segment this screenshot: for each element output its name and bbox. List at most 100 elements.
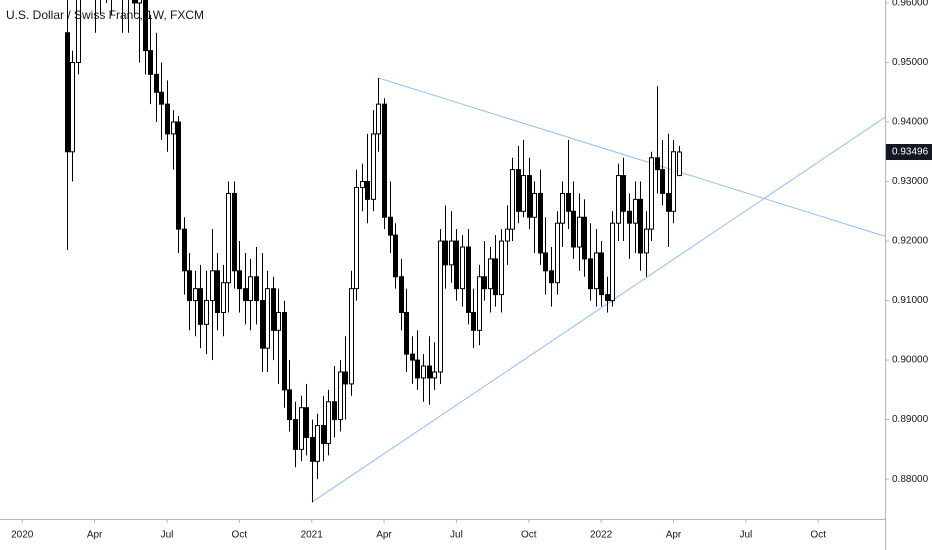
candle-body [571, 210, 576, 248]
candle-body [276, 311, 281, 331]
candle-body [582, 216, 587, 260]
candle-body [243, 288, 248, 302]
y-tick-label: 0.91000 [892, 295, 929, 306]
candle-body [382, 103, 387, 218]
candle-body [638, 198, 643, 254]
candle-body [671, 151, 676, 212]
candle-body [471, 311, 476, 331]
candle-body [599, 252, 604, 296]
y-tick-label: 0.90000 [892, 355, 929, 366]
candle-body [566, 192, 571, 212]
candle-body [432, 371, 437, 379]
x-tick-label: Oct [810, 530, 826, 541]
candle-body [538, 192, 543, 254]
candle-body [404, 311, 409, 355]
x-tick-label: Apr [87, 530, 103, 541]
candle-body [510, 169, 515, 230]
x-tick-label: Apr [376, 530, 392, 541]
candle-body [282, 311, 287, 391]
candle-body [198, 288, 203, 325]
candle-body [221, 282, 226, 313]
candle-body [393, 234, 398, 278]
candle-body [171, 121, 176, 135]
candle-body [427, 365, 432, 379]
candle-body [633, 198, 638, 224]
candle-body [516, 169, 521, 212]
candle-body [187, 270, 192, 302]
candle-body [248, 276, 253, 302]
candle-body [616, 175, 621, 224]
candle-body [543, 252, 548, 272]
x-tick-label: Oct [521, 530, 537, 541]
candle-body [360, 181, 365, 188]
last-price-box [886, 144, 932, 161]
candle-body [371, 133, 376, 200]
candle-body [343, 371, 348, 385]
candle-body [505, 228, 510, 242]
y-tick-label: 0.88000 [892, 474, 929, 485]
candle-body [649, 157, 654, 230]
y-tick-label: 0.89000 [892, 414, 929, 425]
trendline [311, 116, 885, 503]
candle-body [477, 276, 482, 331]
candle-body [65, 32, 70, 153]
candle-body [493, 258, 498, 296]
candle-body [310, 436, 315, 462]
candle-body [265, 288, 270, 349]
candle-body [176, 121, 181, 230]
candle-body [338, 371, 343, 421]
candle-body [215, 270, 220, 313]
candle-body [532, 192, 537, 218]
candle-body [627, 210, 632, 224]
candle-body [132, 0, 137, 4]
candle-body [315, 425, 320, 462]
candle-body [137, 0, 142, 4]
candle-body [182, 228, 187, 272]
candle-body [410, 353, 415, 361]
candle-body [499, 240, 504, 296]
candle-body [555, 222, 560, 284]
candle-body [293, 419, 298, 450]
candle-body [204, 300, 209, 325]
candle-body [610, 222, 615, 302]
x-tick-label: 2020 [11, 530, 34, 541]
candle-body [454, 240, 459, 290]
candle-body [666, 192, 671, 212]
candle-body [154, 73, 159, 93]
candle-body [299, 407, 304, 450]
candle-body [349, 288, 354, 385]
candle-body [70, 61, 75, 153]
x-tick-label: Jul [161, 530, 174, 541]
candle-body [549, 270, 554, 284]
candle-body [521, 175, 526, 212]
candle-body [421, 365, 426, 379]
candle-body [210, 270, 215, 302]
candle-body [193, 288, 198, 302]
candle-body [321, 425, 326, 444]
candle-body [621, 175, 626, 212]
candle-body [365, 181, 370, 200]
candle-body [388, 216, 393, 236]
candle-body [304, 407, 309, 438]
candle-body [560, 192, 565, 224]
x-tick-label: 2021 [301, 530, 324, 541]
candle-body [399, 276, 404, 313]
candle-body [226, 192, 231, 284]
candle-body [577, 216, 582, 248]
candle-body [148, 50, 153, 75]
candle-body [443, 240, 448, 266]
candle-body [449, 240, 454, 266]
candle-body [254, 276, 259, 302]
candle-body [376, 103, 381, 135]
candle-body [143, 0, 148, 52]
plot-area [65, 0, 885, 503]
candle-body [232, 192, 237, 272]
candle-body [287, 389, 292, 421]
candle-body [588, 258, 593, 290]
candle-body [488, 258, 493, 290]
candle-body [677, 151, 682, 177]
trendline [378, 77, 885, 237]
candle-body [326, 401, 331, 444]
candle-body [260, 300, 265, 349]
